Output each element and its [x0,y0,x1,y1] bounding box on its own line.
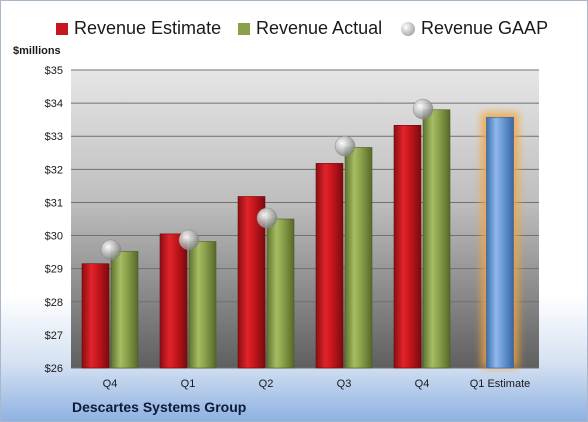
bubble-revenue-gaap [178,229,200,251]
bubble-revenue-gaap [334,135,356,157]
legend-gaap-label: Revenue GAAP [421,18,549,38]
y-tick-label: $34 [45,98,63,110]
legend-revenue-actual: Revenue Actual [238,18,382,39]
bubble-revenue-gaap [100,239,122,261]
legend-estimate-label: Revenue Estimate [74,18,222,38]
bar-revenue-estimate [393,124,422,369]
y-tick-label: $33 [45,131,63,143]
bar-revenue-estimate [159,233,188,369]
legend-actual-swatch [238,22,250,35]
legend-revenue-gaap: Revenue GAAP [401,18,548,39]
bubble-revenue-gaap [256,207,278,229]
y-tick-label: $30 [45,231,63,243]
x-tick-label: Q3 [337,378,352,390]
bar-revenue-actual [344,147,373,369]
legend-gaap-bubble [401,21,415,36]
y-tick-label: $29 [45,264,63,276]
y-tick-label: $35 [45,65,63,77]
y-tick-label: $32 [45,164,63,176]
legend-revenue-estimate: Revenue Estimate [56,18,221,39]
bubble-revenue-gaap [412,98,434,120]
legend-estimate-swatch [56,22,68,35]
x-tick-label: Q2 [259,378,274,390]
bar-revenue-estimate [315,163,344,369]
x-tick-label: Q1 Estimate [470,378,531,390]
y-tick-label: $31 [45,197,63,209]
bar-revenue-actual [266,218,295,369]
bar-revenue-actual [188,241,217,369]
x-tick-label: Q4 [415,378,430,390]
bar-revenue-estimate [81,263,110,369]
legend-actual-label: Revenue Actual [256,18,383,38]
plot-area [71,70,539,368]
y-tick-label: $28 [45,297,63,309]
y-axis-unit-label: $millions [13,45,61,57]
bar-revenue-actual [422,109,451,369]
x-tick-label: Q1 [181,378,196,390]
y-tick-label: $27 [45,330,63,342]
bar-revenue-forecast [486,117,514,369]
y-tick-label: $26 [45,363,63,375]
bar-revenue-actual [110,251,139,369]
company-name: Descartes Systems Group [72,399,247,415]
x-tick-label: Q4 [103,378,118,390]
